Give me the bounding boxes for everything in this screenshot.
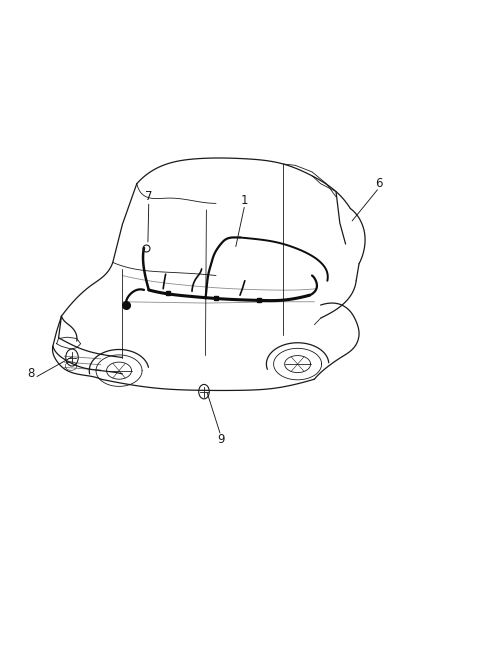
Text: 1: 1 [241,194,249,207]
Text: 7: 7 [145,190,153,203]
Text: 6: 6 [375,177,383,190]
Text: 8: 8 [27,367,35,380]
Text: 9: 9 [217,433,225,446]
